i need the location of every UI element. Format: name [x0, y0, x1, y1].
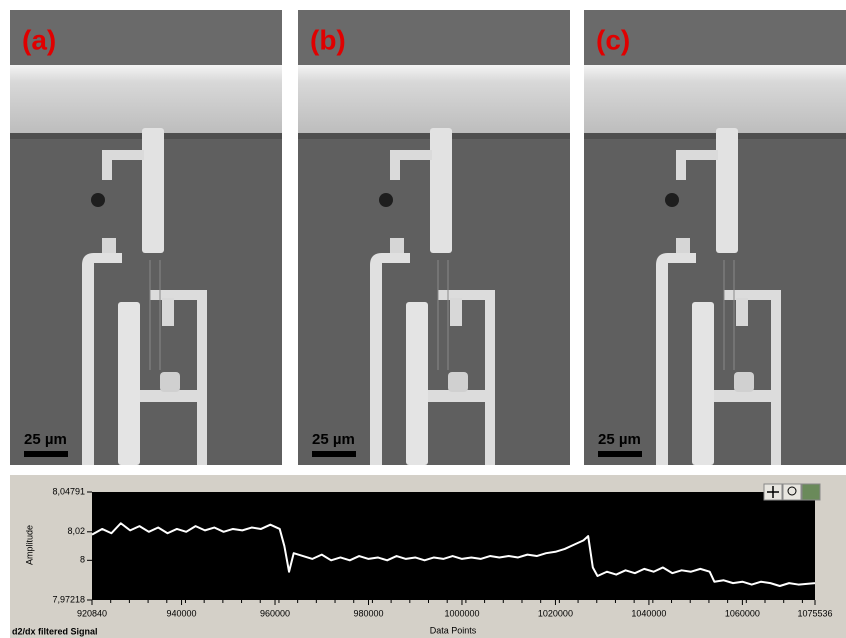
- signal-chart: Amplitude Data Points d2/dx filtered Sig…: [10, 475, 846, 638]
- figure: (a) (b) (c) 25 µm 25 µm 25 µm Amplitude …: [0, 0, 846, 638]
- x-tick-label: 1000000: [444, 608, 479, 618]
- y-tick-label: 8,02: [67, 526, 85, 536]
- x-tick-label: 1040000: [631, 608, 666, 618]
- x-tick-label: 920840: [77, 608, 107, 618]
- y-tick-label: 8,04791: [52, 486, 85, 496]
- y-tick-label: 8: [80, 555, 85, 565]
- scale-label: 25 µm: [24, 431, 67, 448]
- micrograph-b: [298, 10, 570, 465]
- scale-bar: [24, 451, 68, 457]
- scale-label: 25 µm: [598, 431, 641, 448]
- x-tick-label: 1075536: [797, 608, 832, 618]
- toolbar[interactable]: [764, 484, 820, 500]
- x-tick-label: 1060000: [725, 608, 760, 618]
- panel-label: (a): [22, 24, 56, 55]
- x-tick-label: 980000: [353, 608, 383, 618]
- scale-bar: [598, 451, 642, 457]
- legend-entry: d2/dx filtered Signal: [12, 626, 98, 636]
- y-axis-title: Amplitude: [24, 525, 34, 565]
- micrograph-a: [10, 10, 282, 465]
- micrograph-c: [584, 10, 846, 465]
- panel-label: (c): [596, 24, 630, 55]
- y-tick-label: 7,97218: [52, 594, 85, 604]
- scale-bar: [312, 451, 356, 457]
- scale-label: 25 µm: [312, 431, 355, 448]
- x-tick-label: 960000: [260, 608, 290, 618]
- plot-area: [92, 492, 815, 600]
- panel-label: (b): [310, 24, 346, 55]
- x-axis-title: Data Points: [430, 625, 477, 635]
- x-tick-label: 1020000: [538, 608, 573, 618]
- x-tick-label: 940000: [167, 608, 197, 618]
